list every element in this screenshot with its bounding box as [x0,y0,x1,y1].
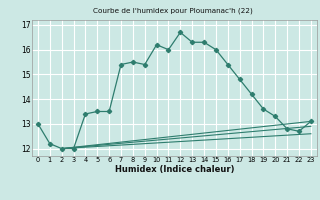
Text: Courbe de l'humidex pour Ploumanac'h (22): Courbe de l'humidex pour Ploumanac'h (22… [93,8,253,15]
X-axis label: Humidex (Indice chaleur): Humidex (Indice chaleur) [115,165,234,174]
